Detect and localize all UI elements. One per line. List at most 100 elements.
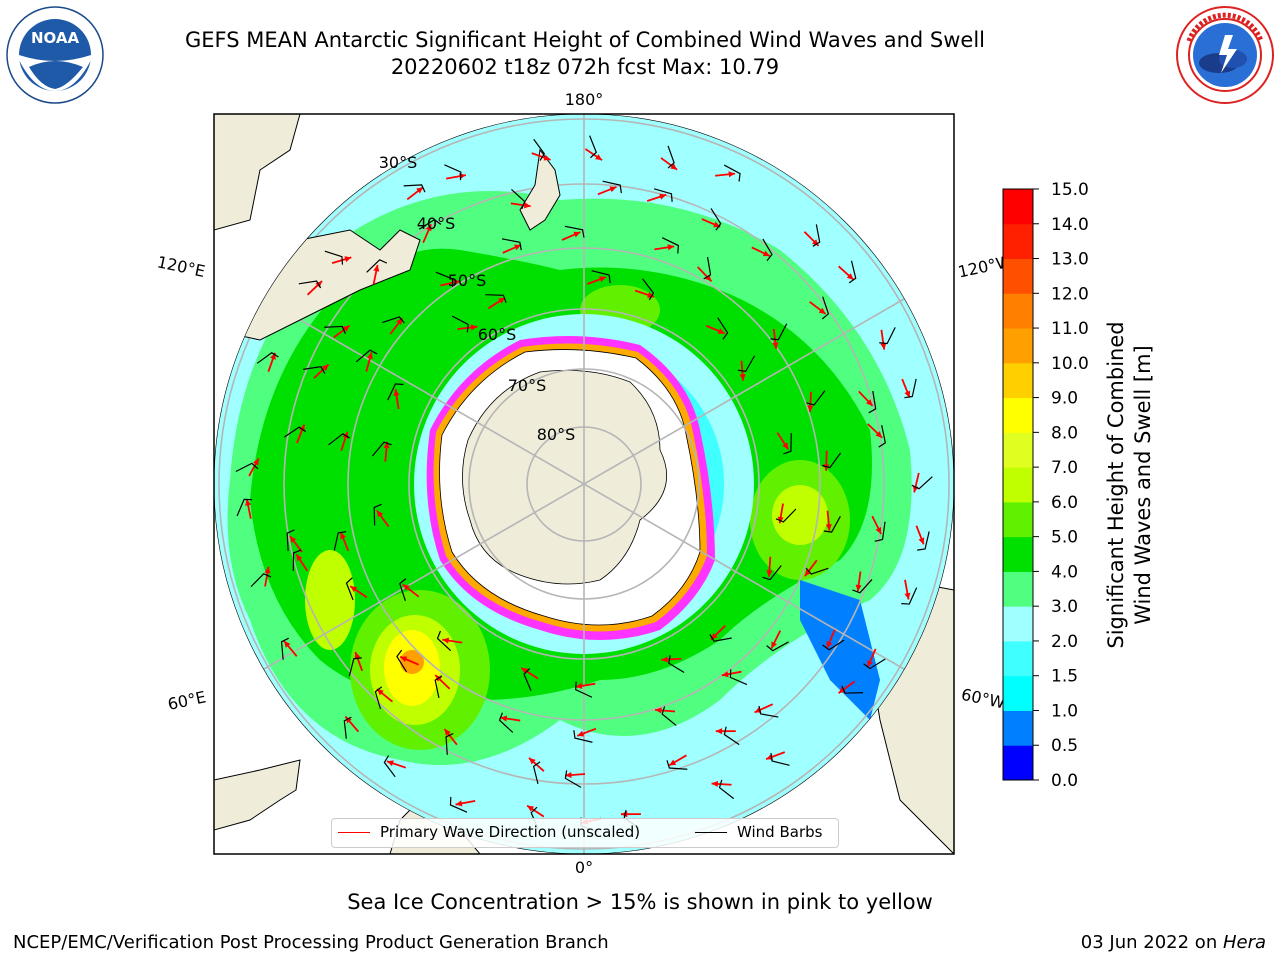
wave-arrow-head [717,328,725,334]
wind-barb [355,349,378,363]
wind-barb [904,378,917,399]
wave-arrow-head [453,279,460,286]
lon-label-lower-left: 60°E [166,687,208,714]
wind-barb [396,649,408,673]
wave-arrow-head [807,405,814,412]
lat-label-80s: 80°S [537,425,576,444]
wind-barb [766,641,789,652]
wave-arrow-head [875,527,882,535]
map-frame [213,113,955,855]
wind-barb [256,351,279,364]
wind-barb [710,208,722,231]
lat-label-60s: 60°S [478,325,517,344]
wave-arrow-head [366,352,373,360]
wind-barb [667,145,675,169]
wave-arrow-head [826,641,833,649]
wave-arrow-head [402,584,410,591]
wind-barb [709,634,732,642]
wave-arrow-head [846,273,854,280]
wind-barb [387,383,404,401]
wind-barb [523,668,532,691]
wind-barb [805,567,829,575]
wave-arrow-head [705,274,712,282]
wind-barb [737,355,756,373]
lat-label-70s: 70°S [508,376,547,395]
footer-host: Hera [1222,932,1266,953]
wave-arrow-head [523,202,531,209]
footer-credit: NCEP/EMC/Verification Post Processing Pr… [13,932,609,953]
wave-arrow-head [825,524,832,531]
wind-barb [399,578,407,601]
wind-barb [502,238,522,251]
wave-arrow-head [575,682,583,689]
wave-arrow-head [416,187,424,194]
wind-barb [729,669,748,686]
wind-barb [383,755,396,778]
wind-barb [770,323,788,341]
wave-arrow-head [655,707,662,714]
wind-barb [298,280,322,289]
sea-ice-note: Sea Ice Concentration > 15% is shown in … [347,890,933,914]
wind-barb [533,138,546,161]
wave-arrow-head [866,399,873,406]
wind-barb [573,730,593,743]
wind-barb [822,639,845,651]
wind-barb [345,577,354,601]
wind-barb [324,325,346,335]
wind-barb [564,770,582,788]
wave-arrow-head [565,771,572,779]
wave-arrow-head [528,757,536,765]
wind-barb [879,327,896,345]
wind-barb [806,390,826,406]
legend-item-wind-barbs: Wind Barbs [695,823,822,841]
wind-barb [822,452,842,469]
wind-barb [841,685,864,694]
wind-barb [235,462,259,473]
wave-arrow-head [772,342,779,349]
wind-barb [653,188,673,202]
wind-barb [770,752,790,766]
wave-arrow-head [918,537,925,545]
nws-logo-icon [1176,6,1274,104]
noaa-logo-icon: NOAA [6,6,104,104]
wave-arrow-head [661,656,668,663]
wave-arrow-head [782,442,789,450]
legend-label-wave-direction: Primary Wave Direction (unscaled) [380,823,641,841]
wave-arrow-head [444,728,451,736]
wave-arrow-head [838,687,846,694]
wind-barb [758,705,779,718]
wind-barb [532,761,541,785]
wave-arrow-head [345,716,352,724]
wind-barb [863,658,886,670]
wave-arrow-head [386,760,394,767]
wind-barb [348,657,362,677]
wind-barb [292,549,302,571]
wave-arrow-head [577,730,585,737]
wave-arrow-head [354,652,361,659]
wind-barb [666,760,688,770]
antarctica-land [462,369,667,585]
wind-barb [283,426,307,438]
wind-barb [444,164,462,181]
wave-arrow-head [762,250,770,257]
wave-arrow-head [647,292,655,298]
wave-arrow-head [340,532,347,540]
lat-label-30s: 30°S [379,153,418,172]
wind-barb [878,425,887,448]
wave-arrow-head [350,586,358,593]
lon-label-lower-right: 60°W [960,685,1007,713]
wind-barb [874,521,886,542]
wind-barb [374,686,383,710]
wind-barb [868,390,877,414]
graticule [218,114,950,854]
wave-arrow-head [284,640,291,648]
wind-barb [434,675,443,698]
wave-arrow-head [670,163,678,170]
wind-barb [823,516,841,533]
wind-barb [435,271,454,287]
wave-arrow-head [245,499,252,506]
wind-barb [591,270,611,284]
wave-arrow-head [396,318,403,325]
wind-barb [436,630,452,652]
